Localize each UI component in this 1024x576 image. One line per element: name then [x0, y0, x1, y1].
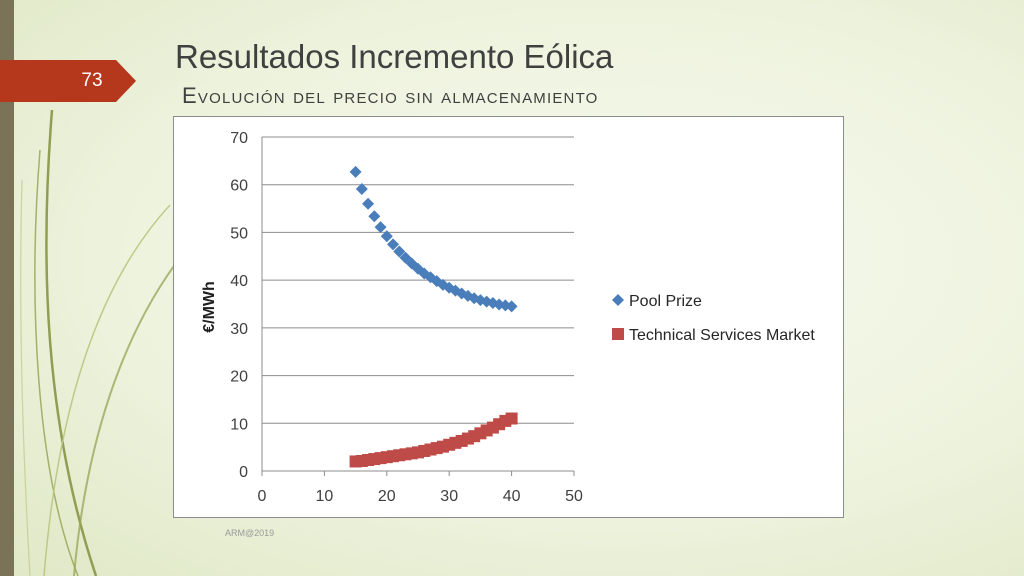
x-tick-label: 40 — [503, 488, 521, 505]
legend-label: Pool Prize — [629, 293, 702, 310]
pool-prize-point — [374, 221, 387, 234]
chart-marks — [349, 165, 518, 468]
left-edge-bar — [0, 0, 14, 576]
pool-prize-point — [449, 284, 462, 297]
chart-gridlines — [262, 136, 574, 424]
scatter-chart: 0 10 20 30 40 50 60 70 0 10 20 30 40 50 €/MWh Pool Pr… — [201, 130, 815, 505]
y-tick-label: 0 — [239, 464, 248, 481]
slide-title: Resultados Incremento Eólica — [175, 38, 614, 75]
pool-prize-point — [399, 251, 412, 264]
x-tick-label: 20 — [378, 488, 396, 505]
pool-prize-point — [436, 278, 449, 291]
y-tick-label: 30 — [230, 321, 248, 338]
slide-number: 73 — [81, 70, 103, 91]
x-tick-label: 10 — [316, 488, 334, 505]
chart-tick-labels: 0 10 20 30 40 50 60 70 0 10 20 30 40 50 — [230, 130, 583, 505]
y-tick-label: 50 — [230, 225, 248, 242]
chart-frame: 0 10 20 30 40 50 60 70 0 10 20 30 40 50 €/MWh Pool Pr… — [173, 116, 844, 518]
slide-number-tab — [0, 60, 136, 102]
pool-prize-point — [405, 257, 418, 270]
pool-prize-point — [380, 230, 393, 243]
y-tick-label: 70 — [230, 130, 248, 147]
footer-copyright: ARM@2019 — [225, 528, 275, 538]
pool-prize-point — [349, 165, 362, 178]
pool-prize-point — [368, 210, 381, 223]
pool-prize-point — [393, 245, 406, 258]
chart-legend: Pool Prize Technical Services Market — [612, 293, 815, 344]
pool-prize-point — [443, 281, 456, 294]
legend-marker-pool-prize — [612, 294, 624, 306]
chart-axes — [261, 137, 575, 476]
y-tick-label: 20 — [230, 369, 248, 386]
x-tick-label: 50 — [565, 488, 583, 505]
pool-prize-point — [455, 287, 468, 300]
pool-prize-point — [362, 197, 375, 210]
pool-prize-point — [355, 183, 368, 196]
x-tick-label: 30 — [440, 488, 458, 505]
slide-subtitle: Evolución del precio sin almacenamiento — [182, 83, 599, 108]
y-tick-label: 10 — [230, 416, 248, 433]
y-tick-label: 40 — [230, 273, 248, 290]
legend-label: Technical Services Market — [629, 327, 815, 344]
y-tick-label: 60 — [230, 178, 248, 195]
decorative-swooshes — [20, 109, 191, 576]
x-tick-label: 0 — [258, 488, 267, 505]
technical-services-market-point — [505, 412, 518, 425]
legend-marker-technical-services-market — [612, 328, 624, 340]
pool-prize-point — [505, 300, 518, 313]
y-axis-label: €/MWh — [201, 281, 218, 333]
pool-prize-point — [387, 238, 400, 251]
